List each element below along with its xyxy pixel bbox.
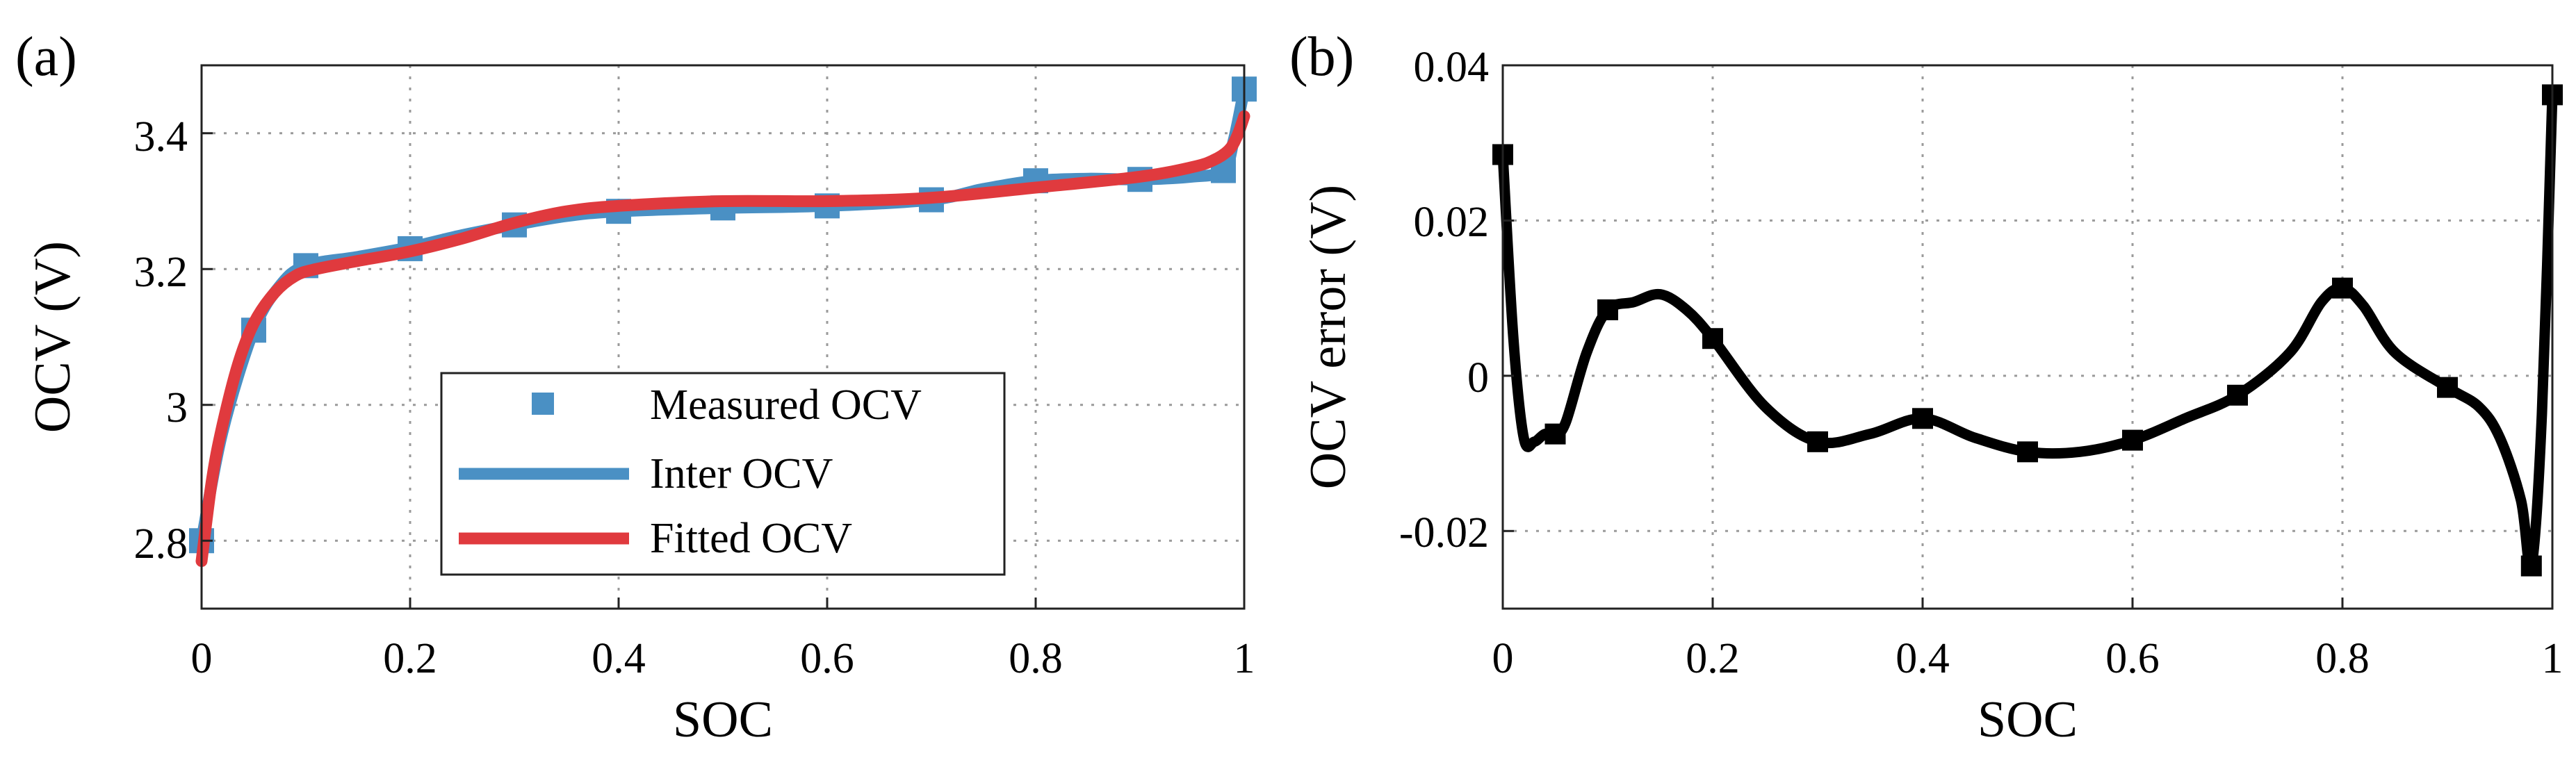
ocv-error-point: [2520, 555, 2542, 577]
x-tick-label: 0.8: [1009, 635, 1063, 682]
ocv-error-line: [1497, 90, 2558, 574]
panel-a-grid: [202, 65, 1244, 609]
panel-a-y-tick-labels: 2.8 3 3.2 3.4: [134, 113, 188, 568]
panel-a-y-axis-title: OCV (V): [24, 241, 81, 433]
panel-b-axes-frame: [1501, 64, 2554, 610]
x-tick-label: 1: [2542, 635, 2563, 682]
panel-a-axes-frame: [200, 64, 1246, 610]
ocv-error-point: [2122, 429, 2143, 451]
x-tick-label: 0.4: [592, 635, 646, 682]
panel-b-error-chart: (b) 0 0.2 0.4 0.6 0.8 1 -0.02 0 0.02 0.0…: [1289, 26, 2563, 748]
x-tick-label: 0.2: [383, 635, 437, 682]
panel-a-ocv-chart: (a) 0 0.2 0.4 0.6 0.8 1 2.8 3 3.2 3.4 SO…: [15, 26, 1257, 748]
y-tick-label: 2.8: [134, 520, 188, 568]
panel-a-x-axis-title: SOC: [673, 691, 773, 748]
panel-b-series: [1492, 84, 2563, 577]
x-tick-label: 0.4: [1896, 635, 1950, 682]
x-tick-label: 0.6: [800, 635, 854, 682]
x-tick-label: 1: [1234, 635, 1255, 682]
x-tick-label: 0.8: [2315, 635, 2370, 682]
panel-a-label: (a): [15, 26, 77, 88]
ocv-error-point: [1807, 431, 1828, 452]
panel-b-ticks: [1501, 64, 2554, 609]
ocv-error-point: [1702, 328, 1723, 349]
ocv-error-point: [1912, 408, 1933, 429]
y-tick-label: 0.02: [1414, 199, 1490, 246]
legend-measured-marker: [532, 393, 554, 415]
y-tick-label: 0: [1467, 354, 1489, 402]
legend-inter-label: Inter OCV: [650, 450, 833, 497]
panel-a-ticks: [200, 132, 1246, 609]
panel-b-y-tick-labels: -0.02 0 0.02 0.04: [1399, 44, 1489, 557]
x-tick-label: 0.2: [1686, 635, 1740, 682]
ocv-error-point: [1544, 423, 1566, 445]
y-tick-label: 3: [166, 384, 188, 431]
panel-b-x-axis-title: SOC: [1978, 691, 2078, 748]
panel-b-x-tick-labels: 0 0.2 0.4 0.6 0.8 1: [1492, 635, 2563, 682]
y-tick-label: 3.4: [134, 113, 188, 160]
y-tick-label: 0.04: [1414, 44, 1490, 91]
x-tick-label: 0.6: [2105, 635, 2160, 682]
ocv-error-point: [2017, 441, 2038, 463]
legend-measured-label: Measured OCV: [650, 381, 922, 429]
y-tick-label: -0.02: [1399, 509, 1489, 557]
x-tick-label: 0: [1492, 635, 1514, 682]
y-tick-label: 3.2: [134, 249, 188, 296]
ocv-error-point: [2437, 377, 2458, 398]
ocv-error-point: [2227, 384, 2248, 406]
fitted-ocv-line: [195, 110, 1250, 568]
panel-a-legend: Measured OCV Inter OCV Fitted OCV: [440, 372, 1006, 576]
panel-a-series: [189, 76, 1257, 568]
ocv-error-point: [2332, 277, 2353, 299]
panel-b-y-axis-title: OCV error (V): [1300, 185, 1357, 489]
legend-fitted-label: Fitted OCV: [650, 515, 852, 562]
panel-a-x-tick-labels: 0 0.2 0.4 0.6 0.8 1: [191, 635, 1255, 682]
ocv-error-point: [1597, 299, 1618, 320]
panel-b-label: (b): [1289, 26, 1354, 88]
x-tick-label: 0: [191, 635, 213, 682]
panel-b-grid: [1503, 65, 2552, 609]
